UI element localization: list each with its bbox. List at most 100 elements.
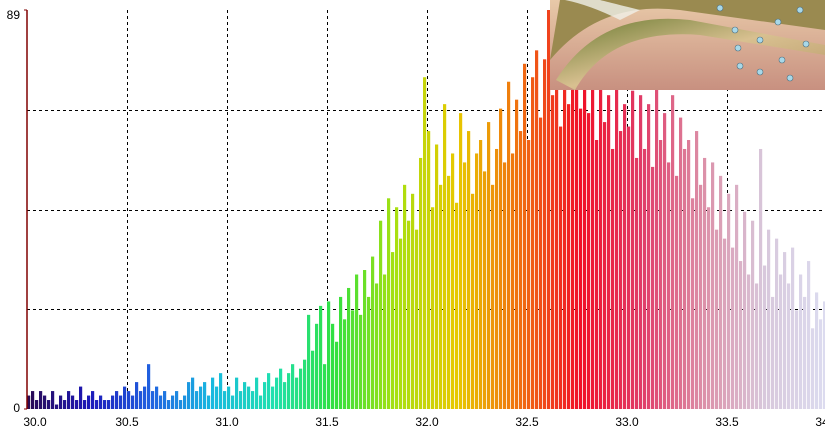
bar <box>475 153 479 409</box>
bar <box>743 211 747 409</box>
bar <box>147 364 151 409</box>
bar <box>671 95 675 409</box>
bar <box>419 157 423 409</box>
bar <box>511 153 515 409</box>
bar <box>247 386 251 409</box>
bar <box>255 377 259 409</box>
bar <box>51 391 55 409</box>
bar <box>495 148 499 409</box>
bar <box>67 391 71 409</box>
bar <box>31 391 35 409</box>
bar <box>467 131 471 410</box>
bar <box>427 131 431 410</box>
bar <box>627 126 631 409</box>
bar <box>703 157 707 409</box>
bars <box>27 10 825 410</box>
bar <box>179 400 183 409</box>
bar <box>695 131 699 410</box>
x-tick-label: 31.5 <box>315 415 339 429</box>
bar <box>423 77 427 409</box>
bar <box>227 386 231 409</box>
bar <box>251 391 255 409</box>
bar <box>459 113 463 409</box>
bar <box>683 148 687 409</box>
photo-layer <box>550 0 825 60</box>
bar <box>647 104 651 410</box>
bar <box>163 391 167 409</box>
bar <box>95 400 99 409</box>
bar <box>123 386 127 409</box>
bar <box>595 140 599 409</box>
bar <box>235 377 239 409</box>
bar <box>131 395 135 409</box>
bar <box>535 50 539 409</box>
bar <box>119 395 123 409</box>
bar <box>155 386 159 409</box>
bar <box>327 301 331 409</box>
bar <box>799 274 803 409</box>
bar <box>283 382 287 409</box>
bar <box>755 283 759 409</box>
bar <box>451 153 455 409</box>
bar <box>71 395 75 409</box>
bar <box>431 207 435 409</box>
bar <box>631 90 635 410</box>
bar <box>567 104 571 410</box>
bar <box>771 296 775 409</box>
bar <box>735 184 739 409</box>
bar <box>643 148 647 409</box>
bar <box>267 373 271 409</box>
bar <box>403 184 407 409</box>
bar <box>551 95 555 409</box>
bar <box>751 220 755 409</box>
x-tick-label: 31.0 <box>215 415 239 429</box>
bar <box>371 256 375 409</box>
bar <box>651 166 655 409</box>
x-tick-label: 32.5 <box>515 415 539 429</box>
bar <box>775 238 779 409</box>
bar <box>87 395 91 409</box>
bar <box>323 364 327 409</box>
bar <box>579 108 583 409</box>
bar <box>619 131 623 410</box>
bar <box>331 323 335 409</box>
bar <box>691 198 695 409</box>
bar <box>83 400 87 409</box>
bar <box>811 328 815 409</box>
bar <box>527 140 531 409</box>
bar <box>315 323 319 409</box>
bar <box>295 377 299 409</box>
bar <box>483 171 487 409</box>
bar <box>91 391 95 409</box>
bar <box>523 63 527 409</box>
bar <box>159 395 163 409</box>
bar <box>795 310 799 409</box>
bar <box>171 395 175 409</box>
bar <box>103 400 107 409</box>
bar <box>543 59 547 409</box>
bar <box>583 54 587 410</box>
bar <box>499 108 503 409</box>
photo-beads <box>716 4 810 82</box>
bar <box>687 140 691 409</box>
bar <box>367 296 371 409</box>
bar <box>807 261 811 409</box>
bar <box>783 252 787 409</box>
bar <box>187 382 191 409</box>
bar <box>439 184 443 409</box>
bar <box>203 382 207 409</box>
bar <box>435 144 439 409</box>
bar <box>635 157 639 409</box>
bar <box>375 283 379 409</box>
bar <box>211 377 215 409</box>
bar <box>719 175 723 409</box>
bar <box>79 386 83 409</box>
x-tick-label: 33.0 <box>615 415 639 429</box>
bar <box>387 198 391 409</box>
bar <box>43 395 47 409</box>
bar <box>215 386 219 409</box>
bar <box>731 247 735 409</box>
bar <box>335 341 339 409</box>
bar <box>259 395 263 409</box>
bar <box>575 86 579 409</box>
